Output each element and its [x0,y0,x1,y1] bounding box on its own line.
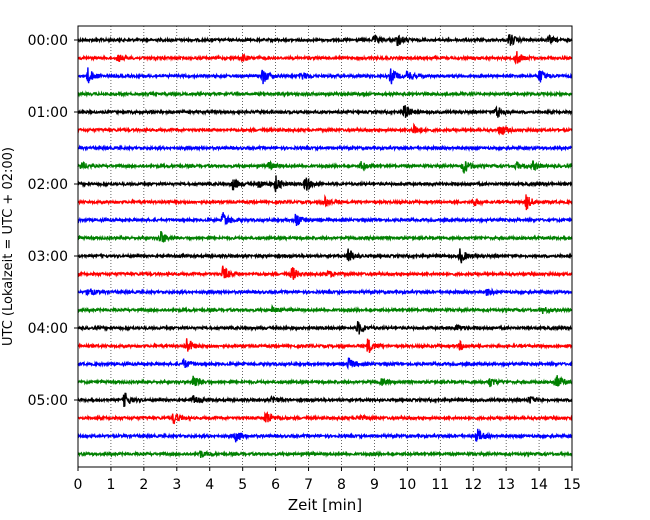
y-tick-label: 03:00 [28,249,68,265]
y-tick-label: 05:00 [28,393,68,409]
y-tick-label: 01:00 [28,105,68,121]
trace-line [77,175,573,193]
trace-line [77,338,573,353]
x-axis-label: Zeit [min] [288,496,362,514]
trace-line [77,159,573,174]
trace-line [77,34,573,47]
y-axis-label: UTC (Lokalzeit = UTC + 02:00) [1,147,16,346]
trace-line [77,265,573,280]
trace-line [77,230,573,243]
trace-line [77,304,573,315]
x-axis-ticks: 0 1 2 3 4 5 6 7 8 9 10 11 12 13 14 15 [74,467,581,493]
y-tick-label: 02:00 [28,177,68,193]
trace-line [77,105,573,118]
y-tick-label: 04:00 [28,321,68,337]
x-tick-label: 10 [398,477,416,493]
x-tick-label: 6 [271,477,280,493]
trace-line [77,90,573,98]
x-tick-label: 1 [106,477,115,493]
x-tick-label: 14 [530,477,548,493]
trace-line [77,357,573,371]
trace-line [77,51,573,65]
y-axis-ticks: 00:00 01:00 02:00 03:00 04:00 05:00 [28,33,78,409]
x-tick-label: 9 [370,477,379,493]
trace-line [77,428,573,443]
trace-line [77,320,573,335]
seismic-traces [77,34,573,458]
x-tick-label: 0 [74,477,83,493]
trace-line [77,122,573,136]
x-tick-label: 4 [205,477,214,493]
x-tick-label: 8 [337,477,346,493]
trace-line [77,392,573,408]
x-tick-label: 7 [304,477,313,493]
trace-line [77,248,573,264]
trace-line [77,193,573,211]
x-tick-label: 12 [464,477,482,493]
trace-line [77,67,573,85]
x-tick-label: 2 [139,477,148,493]
y-tick-label: 00:00 [28,33,68,49]
x-tick-label: 3 [172,477,181,493]
x-tick-label: 11 [431,477,449,493]
trace-line [77,287,573,297]
x-tick-label: 15 [563,477,581,493]
trace-line [77,449,573,458]
trace-line [77,144,573,152]
trace-line [77,411,573,425]
x-tick-label: 13 [497,477,515,493]
x-tick-label: 5 [238,477,247,493]
trace-line [77,375,573,388]
trace-line [77,212,573,227]
plot-frame [77,25,573,468]
